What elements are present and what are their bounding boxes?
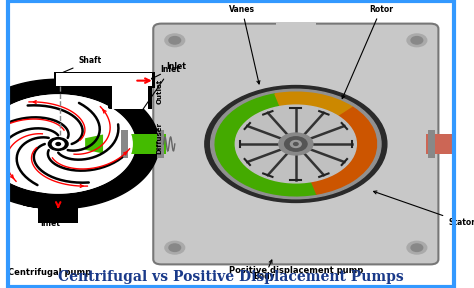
Polygon shape — [415, 130, 433, 158]
Text: Inlet: Inlet — [132, 65, 180, 125]
Circle shape — [293, 143, 298, 145]
Circle shape — [169, 244, 181, 251]
Circle shape — [411, 37, 423, 44]
Circle shape — [205, 86, 387, 202]
Circle shape — [284, 137, 307, 151]
Wedge shape — [215, 94, 317, 196]
Polygon shape — [85, 134, 103, 154]
Polygon shape — [276, 22, 316, 29]
Text: Outlet: Outlet — [157, 79, 163, 104]
Polygon shape — [38, 197, 78, 223]
Polygon shape — [159, 130, 177, 158]
Text: Body: Body — [254, 260, 275, 281]
Text: Diffuser: Diffuser — [157, 122, 163, 154]
Wedge shape — [296, 107, 376, 194]
Text: Diffuser
body: Diffuser body — [0, 287, 1, 288]
Circle shape — [235, 105, 356, 183]
Text: Outlet: Outlet — [0, 287, 1, 288]
Text: Centrifugal vs Positive Displacement Pumps: Centrifugal vs Positive Displacement Pum… — [58, 270, 404, 284]
Circle shape — [165, 34, 185, 47]
Polygon shape — [471, 130, 474, 158]
Wedge shape — [275, 92, 353, 144]
Circle shape — [210, 89, 381, 199]
Circle shape — [407, 241, 427, 254]
Circle shape — [0, 95, 135, 193]
Text: Positive displacement pump: Positive displacement pump — [229, 266, 363, 275]
Polygon shape — [54, 72, 155, 88]
Circle shape — [411, 244, 423, 251]
Polygon shape — [108, 79, 152, 109]
Polygon shape — [157, 130, 164, 158]
Polygon shape — [90, 134, 166, 154]
Text: Vanes: Vanes — [229, 5, 260, 84]
Polygon shape — [0, 79, 159, 209]
Circle shape — [48, 138, 68, 150]
Polygon shape — [428, 130, 435, 158]
Text: Shaft: Shaft — [63, 56, 101, 72]
Polygon shape — [426, 134, 474, 154]
Text: Inlet: Inlet — [152, 62, 186, 79]
Circle shape — [169, 37, 181, 44]
Circle shape — [0, 96, 132, 192]
Circle shape — [407, 34, 427, 47]
Polygon shape — [121, 130, 128, 158]
Circle shape — [53, 140, 64, 148]
Circle shape — [56, 143, 61, 145]
Circle shape — [165, 241, 185, 254]
Text: Rotor: Rotor — [342, 5, 393, 98]
Circle shape — [279, 133, 313, 155]
Circle shape — [291, 141, 301, 147]
Text: Inlet: Inlet — [40, 219, 60, 228]
Text: Centrifugal pump: Centrifugal pump — [8, 268, 91, 277]
FancyBboxPatch shape — [153, 24, 438, 264]
Text: Stator: Stator — [374, 191, 474, 227]
Polygon shape — [56, 73, 152, 86]
Polygon shape — [112, 81, 148, 109]
